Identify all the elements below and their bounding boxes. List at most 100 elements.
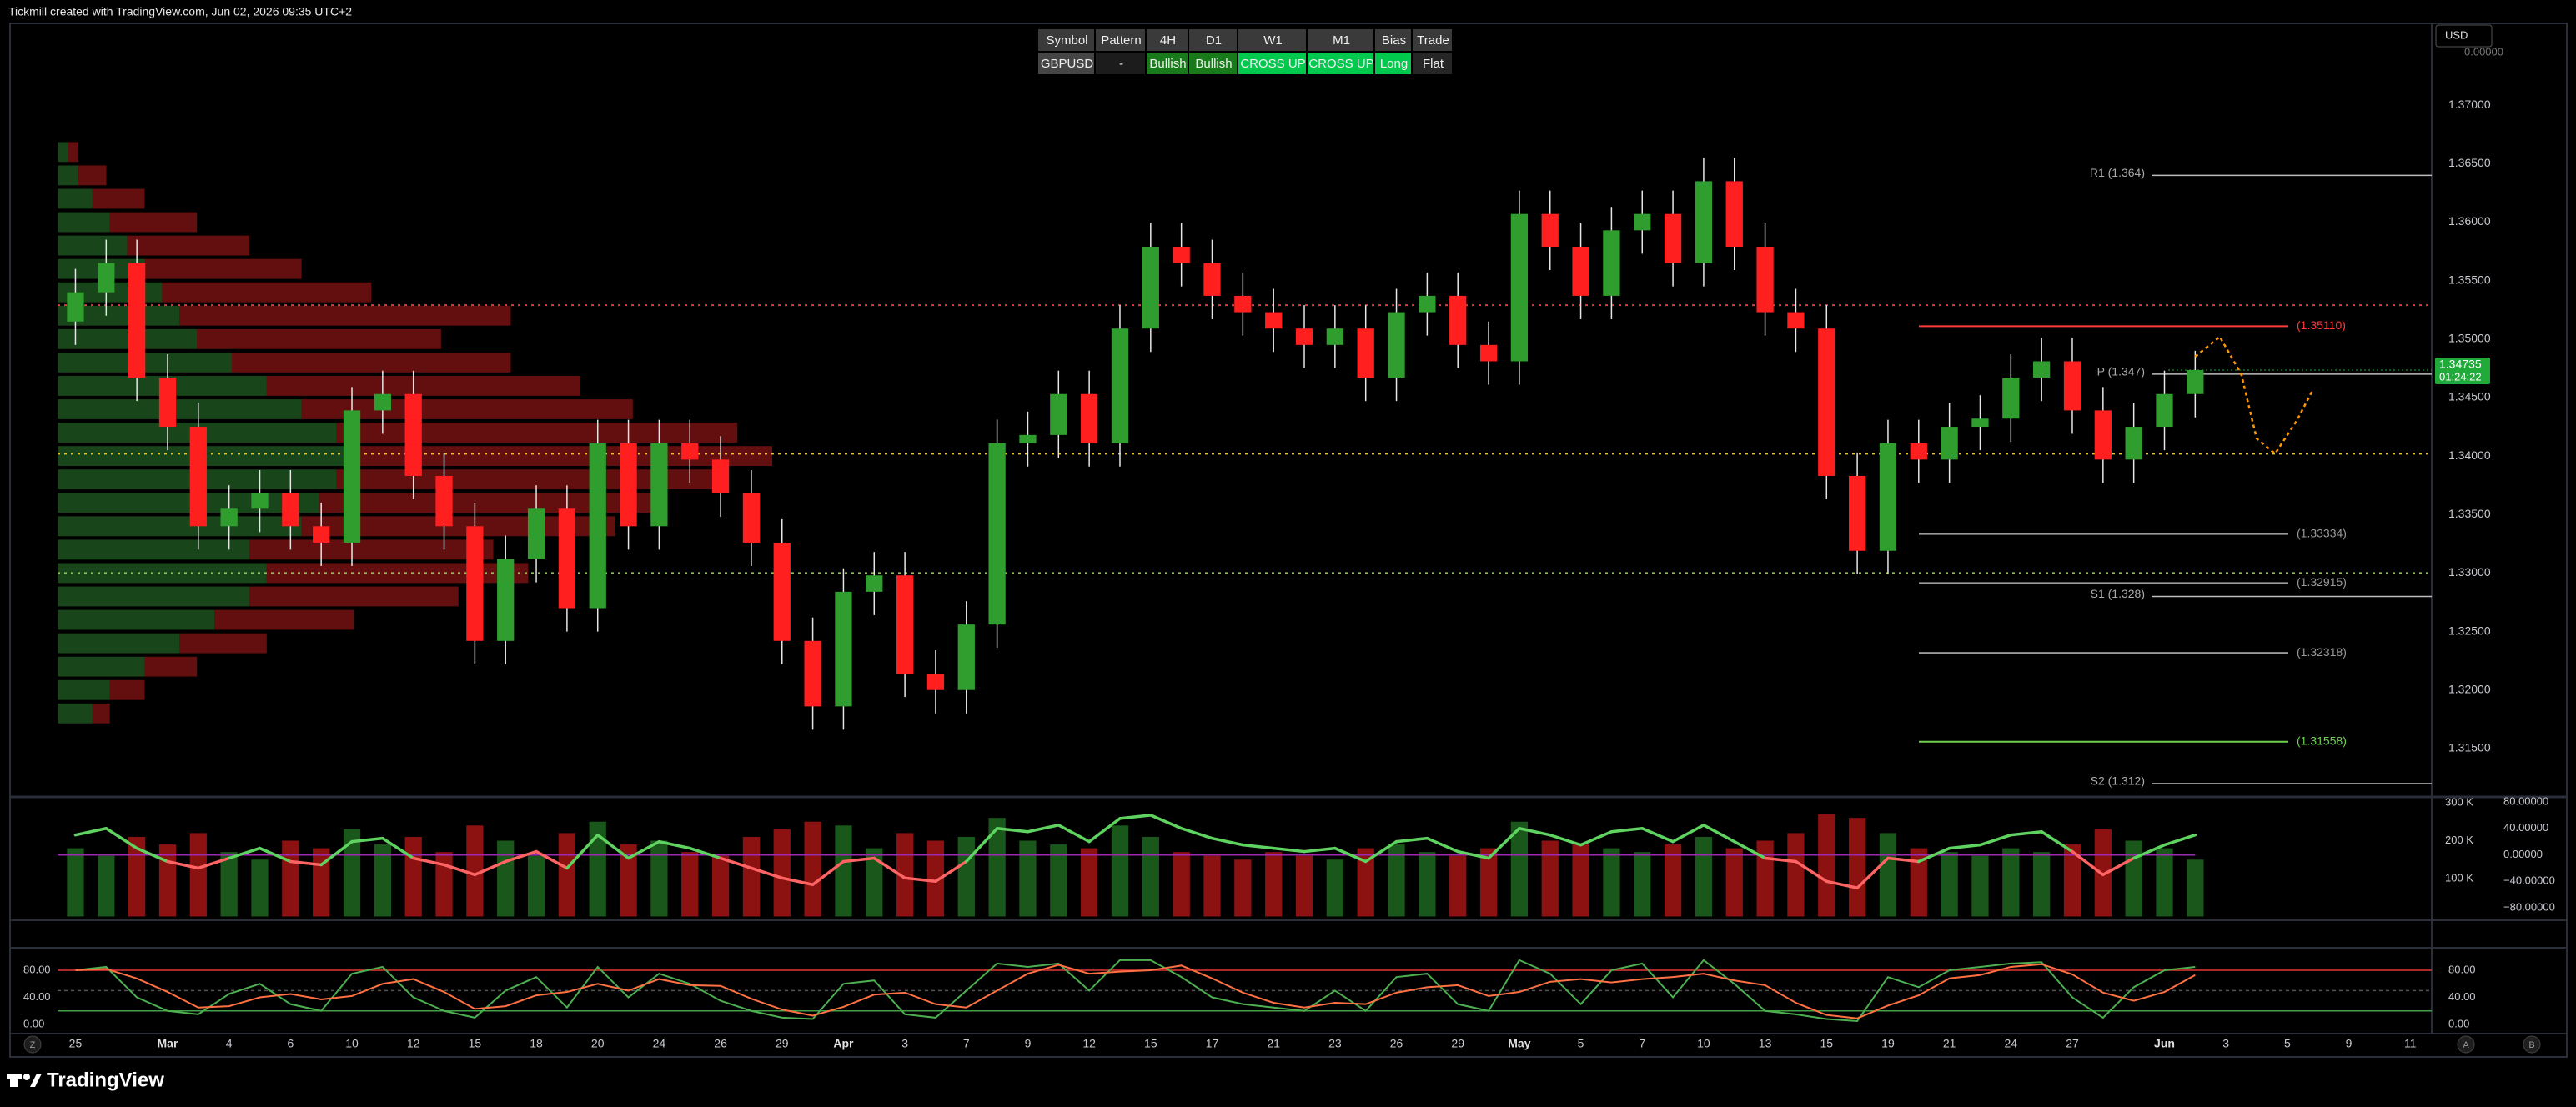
volume-bar	[804, 821, 821, 917]
candle-body	[1265, 312, 1283, 329]
axis-button[interactable]	[2523, 1035, 2541, 1054]
axis-button-label[interactable]: Z	[30, 1040, 36, 1050]
profile-down	[92, 703, 110, 724]
y-tick-label: 1.35500	[2448, 273, 2491, 286]
volume-bar	[2125, 840, 2142, 917]
osc-line	[1978, 833, 2013, 847]
volume-bar	[926, 840, 945, 917]
profile-up	[58, 609, 215, 630]
volume-bar	[1971, 855, 1989, 917]
axis-button[interactable]	[23, 1035, 42, 1054]
candle-body	[1634, 213, 1651, 231]
osc-line	[1179, 827, 1214, 840]
stoch-tick-label: 40.00	[2448, 990, 2476, 1003]
currency[interactable]: USD	[2445, 28, 2468, 41]
x-tick-label: 15	[1144, 1037, 1157, 1050]
profile-up	[58, 679, 110, 700]
volume-bar	[1725, 848, 1743, 917]
osc-line	[1241, 843, 1275, 850]
candle-body	[1234, 295, 1252, 313]
table-cell-text: Bullish	[1195, 57, 1232, 71]
osc-line	[1394, 836, 1429, 844]
candle-body	[98, 263, 115, 293]
volume-bar	[1541, 840, 1559, 917]
candle-body	[497, 559, 515, 641]
axis-button-label[interactable]: B	[2528, 1040, 2534, 1050]
axis-button-label[interactable]: A	[2463, 1040, 2469, 1050]
table-header-cell	[1375, 29, 1411, 51]
candle-body	[527, 508, 545, 559]
candle-body	[1787, 312, 1805, 329]
axis-button[interactable]	[2457, 1035, 2475, 1054]
volume-tick-label: 200 K	[2445, 834, 2473, 846]
candle-body	[2033, 361, 2051, 378]
volume-bar	[773, 829, 791, 917]
candle-body	[742, 493, 761, 543]
x-tick-label: 29	[1451, 1037, 1464, 1050]
osc-line	[995, 827, 1030, 834]
currency-box[interactable]	[2435, 24, 2493, 48]
x-tick-label: 24	[653, 1037, 666, 1050]
osc-line	[872, 856, 906, 880]
profile-up	[58, 328, 198, 349]
candle-body	[1695, 181, 1713, 263]
logo-part	[30, 1074, 42, 1087]
volume-bar	[1910, 848, 1927, 917]
table-header-cell	[1189, 29, 1237, 51]
volume-bar	[866, 848, 883, 917]
candle-body	[220, 508, 238, 527]
candle-body	[1541, 213, 1559, 247]
osc-line	[719, 856, 753, 870]
pivot-label: S1 (1.328)	[2091, 587, 2145, 600]
profile-down	[266, 563, 529, 584]
stoch-line	[75, 959, 2196, 1023]
candle-body	[1111, 328, 1129, 443]
profile-up	[58, 563, 267, 584]
table-cell	[1413, 53, 1452, 74]
x-tick-label: 26	[1390, 1037, 1403, 1050]
osc-line	[965, 827, 999, 864]
profile-up	[58, 586, 249, 607]
volume-bar	[1479, 848, 1498, 917]
table-cell-text: CROSS UP	[1240, 57, 1305, 71]
table-header-cell	[1308, 29, 1373, 51]
x-tick-label: 17	[1206, 1037, 1219, 1050]
table-cell	[1189, 53, 1237, 74]
osc-line	[1363, 839, 1398, 864]
scale-hint: 0.00000	[2464, 45, 2503, 58]
candle-body	[896, 575, 914, 674]
osc-line	[1855, 856, 1890, 889]
table-header-text: Bias	[1382, 33, 1406, 48]
x-tick-label: 9	[1025, 1037, 1032, 1050]
osc-line	[227, 846, 262, 860]
candle-body	[773, 542, 791, 641]
table-cell	[1308, 53, 1373, 74]
osc-line	[903, 876, 937, 884]
osc-line	[1333, 846, 1368, 864]
candle-body	[1449, 295, 1467, 345]
volume-bar	[128, 836, 146, 917]
osc-line	[166, 859, 200, 870]
volume-bar	[711, 855, 730, 917]
stoch-line	[75, 963, 2196, 1019]
volume-bar	[1326, 859, 1343, 917]
candle-body	[343, 410, 361, 543]
profile-down	[127, 235, 249, 256]
x-tick-label: Jun	[2154, 1037, 2175, 1050]
footer-logo[interactable]	[7, 1074, 42, 1087]
osc-line	[2132, 843, 2167, 860]
footer-brand[interactable]: TradingView	[47, 1069, 164, 1091]
x-tick-label: 27	[2066, 1037, 2079, 1050]
x-tick-label: 3	[901, 1037, 908, 1050]
table-cell-text: Bullish	[1149, 57, 1186, 71]
osc-line	[1947, 843, 1982, 850]
x-tick-label: 23	[1328, 1037, 1342, 1050]
candle-body	[282, 493, 299, 527]
candle-body	[1510, 213, 1529, 362]
level-label: (1.33334)	[2297, 526, 2347, 539]
volume-tick-label: 300 K	[2445, 795, 2473, 808]
level-label: (1.31558)	[2297, 734, 2347, 747]
y-tick-label: 1.32000	[2448, 682, 2491, 695]
volume-bar	[466, 825, 484, 917]
candle-body	[589, 443, 606, 609]
